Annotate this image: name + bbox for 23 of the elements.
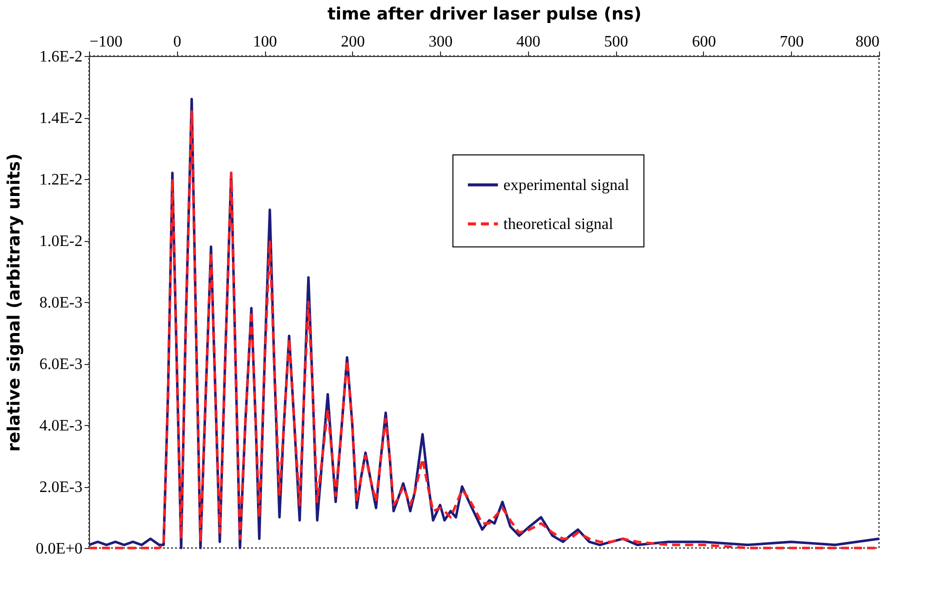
legend-label: experimental signal [503,176,630,194]
x-tick-label: 200 [340,34,365,50]
y-tick-label: 0.0E+0 [36,540,82,558]
x-axis-title: time after driver laser pulse (ns) [328,4,642,24]
y-axis-title: relative signal (arbitrary units) [4,153,25,452]
x-tick-label: −100 [90,34,123,50]
y-tick-label: 1.4E-2 [39,110,82,127]
x-tick-label: 500 [604,34,628,50]
y-tick-label: 6.0E-3 [39,356,82,373]
x-tick-label: 300 [428,34,453,50]
y-tick-label: 2.0E-3 [39,479,82,496]
x-tick-label: 400 [516,34,540,50]
y-tick-label: 1.6E-2 [39,48,82,66]
x-tick-label: 600 [692,34,716,50]
y-tick-label: 4.0E-3 [39,418,82,434]
x-tick-label: 100 [253,34,278,50]
legend-label: theoretical signal [503,216,614,233]
y-tick-label: 1.2E-2 [39,172,82,188]
x-tick-label: 700 [780,34,804,50]
x-tick-label: 0 [173,34,182,50]
y-tick-label: 8.0E-3 [39,294,82,312]
x-tick-label: 800 [856,34,880,50]
y-tick-label: 1.0E-2 [39,233,82,250]
